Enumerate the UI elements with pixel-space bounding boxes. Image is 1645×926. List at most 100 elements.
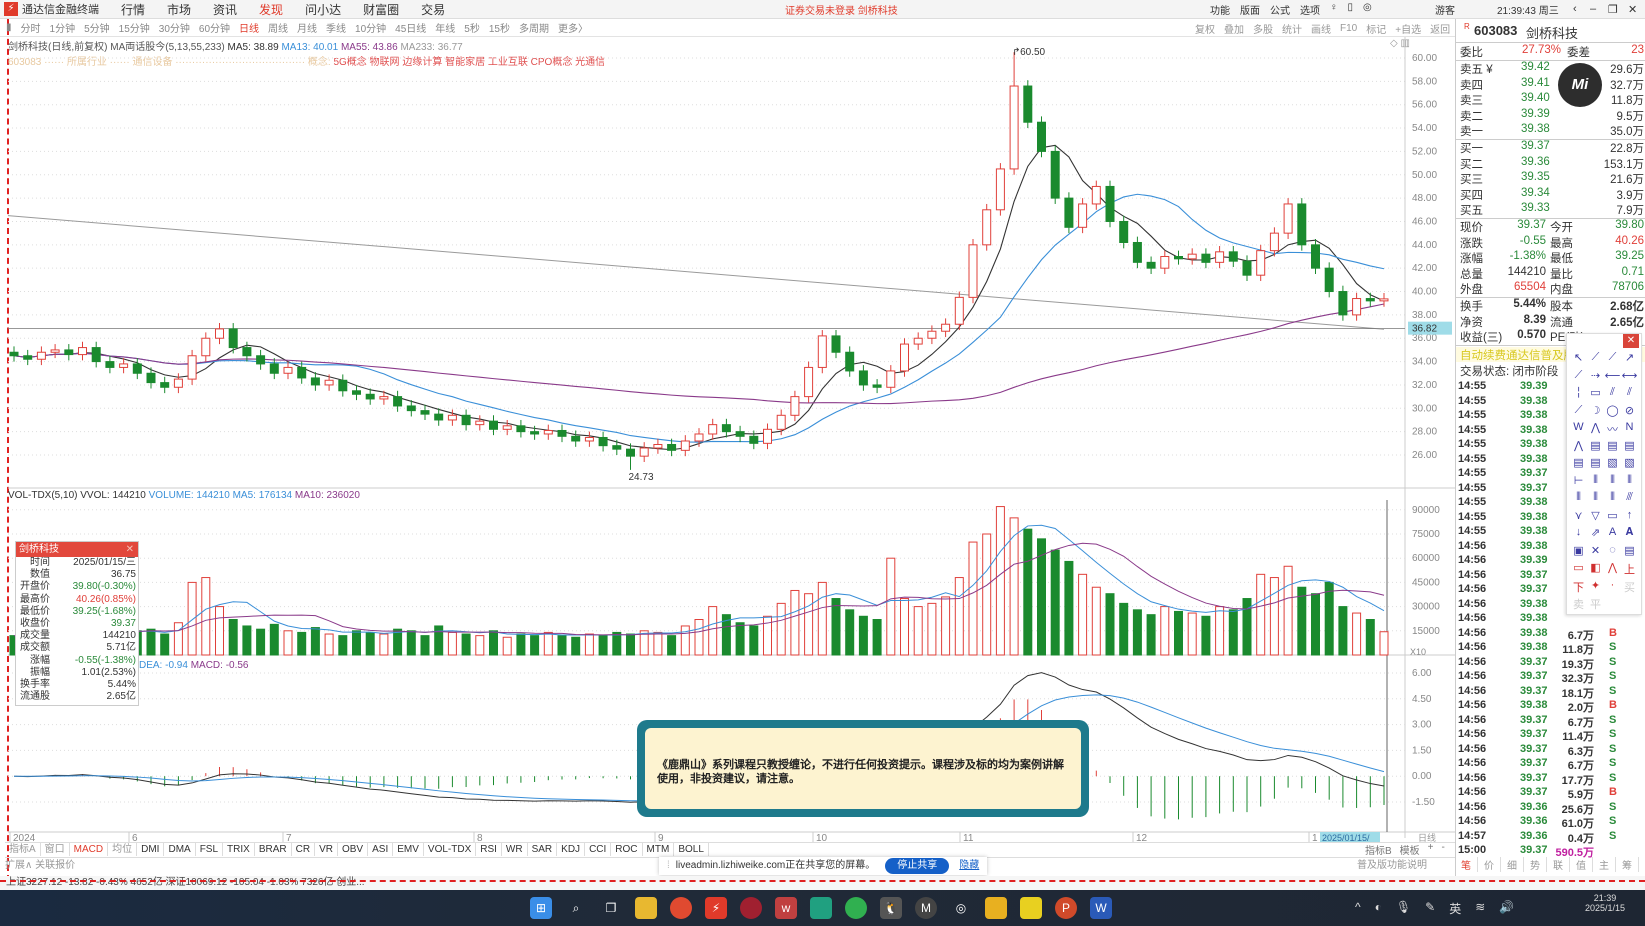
indicator-tab[interactable]: BOLL <box>674 843 709 856</box>
period-tab[interactable]: 多周期 <box>518 24 549 35</box>
ask-price[interactable]: 39.38 <box>1521 123 1550 135</box>
draw-tool-shang-icon[interactable]: 下 <box>1573 581 1584 594</box>
draw-tool-flag-icon[interactable]: · <box>1610 578 1615 591</box>
indicator-b-button[interactable]: - <box>1441 842 1445 853</box>
tray-expand-icon[interactable]: ^ <box>1355 899 1361 914</box>
draw-tool-cursor-icon[interactable]: ↖ <box>1573 352 1584 364</box>
period-tab[interactable]: 1分钟 <box>49 24 76 35</box>
hide-link[interactable]: 隐藏 <box>959 860 980 871</box>
draw-tool-delete-icon[interactable]: ◌ <box>1609 543 1616 556</box>
draw-tool-highlight-icon[interactable]: ▤ <box>1624 544 1635 557</box>
draw-tool-window-icon[interactable]: ◧ <box>1590 562 1601 574</box>
chart-settings-icon[interactable]: ◇ ▥ <box>1390 38 1410 49</box>
bid-price[interactable]: 39.36 <box>1521 155 1550 168</box>
panel-tab[interactable]: 势 <box>1524 857 1547 872</box>
panel-tab[interactable]: 值 <box>1570 857 1593 872</box>
indicator-tab[interactable]: WR <box>502 843 528 856</box>
login-notice[interactable]: 证券交易未登录 剑桥科技 <box>785 5 898 17</box>
drag-handle-icon[interactable]: ⁞ <box>667 860 670 871</box>
period-tab[interactable]: 季线 <box>326 24 347 35</box>
bulb-icon[interactable]: ♀ <box>1330 1 1338 13</box>
ask-price[interactable]: 39.40 <box>1521 92 1550 104</box>
chart-tool-button[interactable]: 标记 <box>1366 24 1387 36</box>
draw-tool-period2-icon[interactable]: ⦀ <box>1593 473 1598 486</box>
expand-related[interactable]: 扩展∧ 关联报价 <box>5 860 76 871</box>
menu-formula[interactable]: 公式 <box>1270 5 1290 17</box>
menu-function[interactable]: 功能 <box>1210 5 1230 17</box>
draw-tool-box-icon[interactable]: ✕ <box>1590 544 1601 557</box>
indicator-tab[interactable]: 均位 <box>108 843 138 856</box>
ask-price[interactable]: 39.42 <box>1521 61 1550 73</box>
period-tab[interactable]: 60分钟 <box>198 24 231 35</box>
draw-tool-period3-icon[interactable]: ⦀ <box>1610 473 1615 486</box>
panel-tab[interactable]: 细 <box>1501 857 1524 872</box>
draw-tool-gc-icon[interactable]: ▤ <box>1624 439 1635 452</box>
draw-tool-up-arrow-icon[interactable]: ↓ <box>1575 526 1582 538</box>
draw-tool-footer[interactable]: 买 <box>1624 581 1635 594</box>
menu-news[interactable]: 资讯 <box>213 2 238 17</box>
indicator-tab[interactable]: SAR <box>528 843 558 856</box>
mic-icon[interactable]: 🎙 <box>1395 899 1412 914</box>
taskbar-date[interactable]: 2025/1/15 <box>1585 903 1626 913</box>
close-toolbar-icon[interactable]: ✕ <box>1623 334 1639 348</box>
draw-tool-gann-fan-icon[interactable]: ⫻ <box>1626 491 1633 503</box>
draw-tool-arrow-down-icon[interactable]: ▽ <box>1591 509 1600 522</box>
panel-tab[interactable]: 价 <box>1478 857 1501 872</box>
wechat-icon[interactable] <box>845 897 867 919</box>
word-icon[interactable]: W <box>1090 897 1112 919</box>
period-tab[interactable]: 15秒 <box>488 24 510 35</box>
period-tab[interactable]: 15分钟 <box>118 24 150 35</box>
draw-tool-ray2-icon[interactable]: ⟋ <box>1574 403 1583 416</box>
draw-tool-pen-icon[interactable]: A <box>1608 526 1617 538</box>
indicator-tab[interactable]: ASI <box>368 843 394 856</box>
search-icon[interactable]: ⌕ <box>572 901 580 915</box>
chart-tool-button[interactable]: 叠加 <box>1224 24 1244 36</box>
draw-tool-parallel-icon[interactable]: ⫽ <box>1610 386 1615 398</box>
draw-tool-image-icon[interactable]: ⋀ <box>1607 562 1618 574</box>
period-tab[interactable]: 更多〉 <box>557 24 588 35</box>
chart-tool-button[interactable]: 多股 <box>1253 24 1273 36</box>
app3-icon[interactable] <box>985 897 1007 919</box>
draw-tool-price-label-icon[interactable]: ▭ <box>1590 387 1601 399</box>
vol-indicator-name[interactable]: VOL-TDX(5,10) <box>8 490 78 501</box>
panel-tab[interactable]: 笔 <box>1455 857 1478 872</box>
period-tab[interactable]: 月线 <box>297 24 318 35</box>
phone-icon[interactable]: ▯ <box>1347 1 1354 13</box>
draw-tool-line2-icon[interactable]: ⟋ <box>1574 368 1583 381</box>
ad-text[interactable]: 自动续费通达信普及版 <box>1460 350 1575 362</box>
menu-trade[interactable]: 交易 <box>421 2 446 17</box>
ask-price[interactable]: 39.39 <box>1521 107 1550 120</box>
menu-discover[interactable]: 发现 <box>259 2 284 17</box>
ask-price[interactable]: 39.41 <box>1521 76 1550 89</box>
indicator-b-button[interactable]: 指标B <box>1365 846 1392 857</box>
close-icon[interactable]: ✕ <box>1628 3 1638 16</box>
indicator-tab[interactable]: 指标A <box>5 843 41 856</box>
camera-icon[interactable]: ◎ <box>955 901 967 915</box>
chart-tool-button[interactable]: 画线 <box>1311 24 1331 36</box>
pen-icon[interactable]: ✎ <box>1425 899 1436 914</box>
task-view-icon[interactable]: ❐ <box>605 901 617 915</box>
draw-tool-text-icon[interactable]: 𝐀 <box>1625 526 1634 538</box>
menu-market[interactable]: 行情 <box>121 2 146 17</box>
qq-icon[interactable]: 🐧 <box>880 897 902 919</box>
bid-price[interactable]: 39.35 <box>1521 171 1550 183</box>
draw-tool-channel-icon[interactable]: ⫽ <box>1627 386 1632 398</box>
indicator-tab[interactable]: DMA <box>164 843 196 856</box>
indicator-tab[interactable]: DMI <box>137 843 165 856</box>
draw-tool-fan-icon[interactable]: ⋀ <box>1573 439 1584 452</box>
period-tab[interactable]: 5分钟 <box>84 24 110 35</box>
volume-icon[interactable]: 🔊 <box>1499 899 1515 914</box>
draw-tool-fan2-icon[interactable]: ⋎ <box>1574 509 1583 522</box>
draw-tool-footer[interactable]: 平 <box>1590 599 1601 611</box>
taskbar-time[interactable]: 21:39 <box>1593 893 1617 903</box>
indicator-tab[interactable]: KDJ <box>557 843 586 856</box>
draw-tool-ga-icon[interactable]: ▤ <box>1607 439 1618 452</box>
start-icon[interactable]: ⊞ <box>530 897 552 919</box>
draw-tool-triangle-icon[interactable]: ▭ <box>1607 509 1618 522</box>
draw-tool-zigzag-icon[interactable]: 〰 <box>1607 424 1618 436</box>
draw-tool-ray-icon[interactable]: ↗ <box>1624 352 1635 364</box>
panel-tab[interactable]: 主 <box>1593 857 1616 872</box>
draw-tool-period4-icon[interactable]: ⦀ <box>1627 473 1632 486</box>
chart-tool-button[interactable]: 返回 <box>1430 24 1451 36</box>
draw-tool-text2-icon[interactable]: ▣ <box>1573 544 1584 557</box>
